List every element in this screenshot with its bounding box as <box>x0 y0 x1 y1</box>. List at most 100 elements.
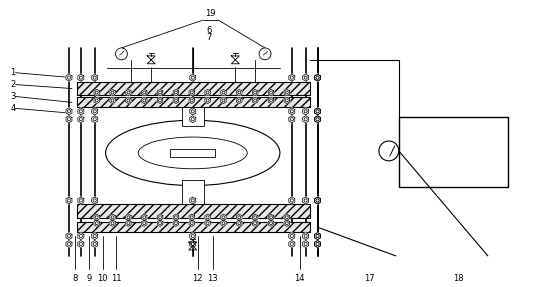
Text: 3: 3 <box>11 92 16 101</box>
Polygon shape <box>126 214 131 220</box>
Bar <box>170 149 215 157</box>
Polygon shape <box>78 116 84 123</box>
Polygon shape <box>94 214 99 220</box>
Circle shape <box>254 99 257 102</box>
Circle shape <box>270 91 272 94</box>
Polygon shape <box>284 89 289 96</box>
Polygon shape <box>268 220 274 226</box>
Circle shape <box>95 216 98 219</box>
Polygon shape <box>289 116 295 123</box>
Polygon shape <box>302 241 309 247</box>
Polygon shape <box>268 97 274 104</box>
Ellipse shape <box>139 137 247 169</box>
Bar <box>182 180 204 204</box>
Polygon shape <box>173 97 178 104</box>
Polygon shape <box>94 89 99 96</box>
Polygon shape <box>110 220 115 226</box>
Circle shape <box>79 199 82 202</box>
Circle shape <box>93 110 96 113</box>
Polygon shape <box>66 74 72 81</box>
Polygon shape <box>92 197 98 204</box>
Circle shape <box>158 99 162 102</box>
Circle shape <box>111 99 114 102</box>
Circle shape <box>191 199 195 202</box>
Polygon shape <box>78 233 84 240</box>
Polygon shape <box>66 116 72 123</box>
Polygon shape <box>173 220 178 226</box>
Circle shape <box>67 234 71 238</box>
Polygon shape <box>92 74 98 81</box>
Circle shape <box>304 76 307 79</box>
Polygon shape <box>66 233 72 240</box>
Circle shape <box>206 222 209 225</box>
Circle shape <box>127 91 130 94</box>
Circle shape <box>175 91 177 94</box>
Circle shape <box>111 216 114 219</box>
Polygon shape <box>315 241 321 247</box>
Circle shape <box>175 99 177 102</box>
Circle shape <box>143 222 146 225</box>
Circle shape <box>304 234 307 238</box>
Circle shape <box>191 243 195 246</box>
Polygon shape <box>126 97 131 104</box>
Circle shape <box>93 76 96 79</box>
Text: 7: 7 <box>206 33 211 42</box>
Polygon shape <box>190 108 196 115</box>
Circle shape <box>316 199 319 202</box>
Polygon shape <box>92 108 98 115</box>
Circle shape <box>175 222 177 225</box>
Polygon shape <box>190 233 196 240</box>
Polygon shape <box>315 108 321 115</box>
Polygon shape <box>220 214 226 220</box>
Circle shape <box>158 222 162 225</box>
Circle shape <box>304 110 307 113</box>
Circle shape <box>254 222 257 225</box>
Circle shape <box>270 216 272 219</box>
Polygon shape <box>141 89 147 96</box>
Polygon shape <box>284 220 289 226</box>
Polygon shape <box>205 220 210 226</box>
Circle shape <box>67 110 71 113</box>
Circle shape <box>67 199 71 202</box>
Circle shape <box>316 199 319 202</box>
Polygon shape <box>289 74 295 81</box>
Polygon shape <box>173 214 178 220</box>
Polygon shape <box>284 214 289 220</box>
Polygon shape <box>173 89 178 96</box>
Circle shape <box>304 118 307 121</box>
Polygon shape <box>189 89 195 96</box>
Circle shape <box>316 76 319 79</box>
Polygon shape <box>190 197 196 204</box>
Bar <box>77 98 309 107</box>
Circle shape <box>238 222 241 225</box>
Circle shape <box>93 118 96 121</box>
Circle shape <box>191 76 195 79</box>
Circle shape <box>190 91 193 94</box>
Circle shape <box>316 118 319 121</box>
Text: 19: 19 <box>205 9 216 18</box>
Bar <box>77 204 309 218</box>
Polygon shape <box>237 97 242 104</box>
Circle shape <box>95 99 98 102</box>
Circle shape <box>190 222 193 225</box>
Polygon shape <box>189 97 195 104</box>
Circle shape <box>79 234 82 238</box>
Circle shape <box>222 99 225 102</box>
Polygon shape <box>78 108 84 115</box>
Circle shape <box>95 91 98 94</box>
Circle shape <box>259 48 271 60</box>
Circle shape <box>67 118 71 121</box>
Polygon shape <box>205 214 210 220</box>
Polygon shape <box>157 97 163 104</box>
Polygon shape <box>315 116 321 123</box>
Circle shape <box>222 91 225 94</box>
Polygon shape <box>92 116 98 123</box>
Circle shape <box>290 76 293 79</box>
Polygon shape <box>189 220 195 226</box>
Polygon shape <box>315 74 321 81</box>
Circle shape <box>127 222 130 225</box>
Polygon shape <box>110 89 115 96</box>
Circle shape <box>270 222 272 225</box>
Circle shape <box>93 234 96 238</box>
Circle shape <box>238 91 241 94</box>
